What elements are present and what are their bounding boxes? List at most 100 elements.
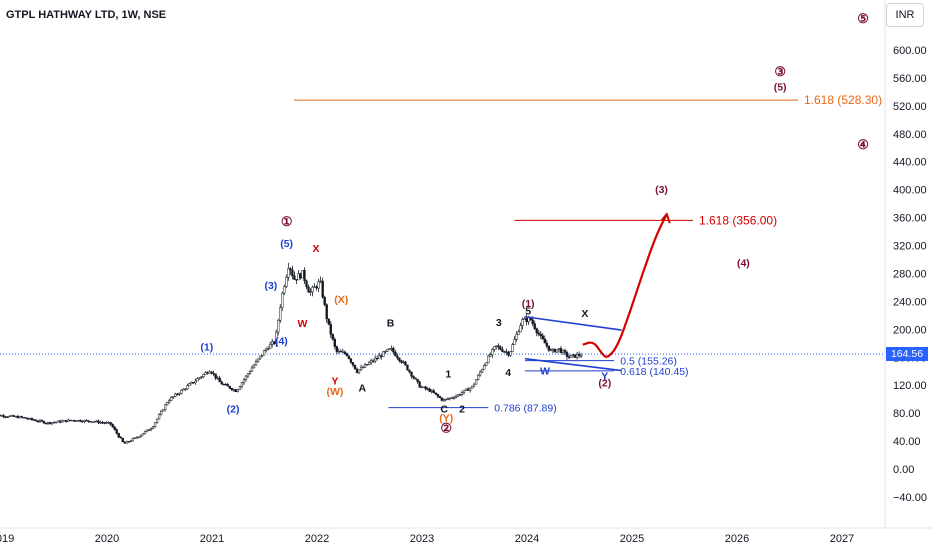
wave-label: ④	[857, 137, 869, 152]
fibonacci-levels: 1.618 (528.30) 1.618 (356.00) 0.5 (155.26)…	[294, 93, 882, 415]
candle-body	[571, 354, 575, 356]
time-tick-label: 2021	[200, 533, 224, 545]
candle-body	[349, 358, 353, 363]
candle-body	[434, 392, 437, 395]
candle-body	[188, 383, 191, 386]
candle-body	[208, 371, 211, 374]
price-tick-label: 480.00	[893, 129, 927, 141]
candle-body	[18, 416, 21, 419]
candle-body	[559, 348, 563, 353]
fib-level-label: 0.618 (140.45)	[620, 366, 688, 378]
candle-body	[69, 419, 72, 422]
candle-body	[137, 436, 141, 438]
candle-body	[162, 409, 165, 412]
price-axis[interactable]: 600.00 560.00 520.00 480.00 440.00 400.00 360.…	[893, 45, 927, 504]
candle-body	[153, 422, 157, 427]
candle-body	[515, 333, 518, 340]
candle-body	[172, 396, 175, 398]
candle-body	[503, 351, 506, 353]
candle-body	[105, 422, 108, 424]
candle-body	[131, 438, 135, 442]
candle-body	[365, 364, 369, 366]
candle-body	[343, 351, 347, 354]
candle-body	[242, 379, 246, 384]
wave-label: 3	[496, 317, 502, 329]
price-tick-label: 0.00	[893, 464, 914, 476]
candle-body	[127, 441, 130, 443]
candle-body	[113, 426, 116, 430]
candle-body	[436, 393, 439, 397]
candle-body	[325, 304, 328, 320]
candle-body	[335, 346, 338, 352]
symbol-title[interactable]: GTPL HATHWAY LTD, 1W, NSE	[6, 9, 167, 21]
candle-body	[331, 333, 334, 340]
candle-body	[143, 431, 147, 434]
candle-body	[200, 376, 203, 378]
candle-body	[376, 357, 379, 360]
candle-body	[438, 395, 441, 399]
candle-body	[341, 351, 345, 353]
candle-body	[575, 354, 579, 358]
projected-path	[582, 212, 671, 358]
candle-body	[275, 331, 278, 344]
candle-body	[517, 331, 520, 335]
wave-label: (1)	[200, 341, 213, 353]
wave-label: (Y)	[439, 413, 453, 425]
candle-body	[2, 415, 5, 417]
candle-body	[507, 351, 510, 356]
time-axis[interactable]: 2019 2020 2021 2022 2023 2024 2025 2026 2027	[0, 533, 854, 545]
candle-body	[359, 367, 363, 371]
candle-body	[176, 393, 179, 396]
candle-body	[464, 388, 468, 391]
candle-body	[357, 369, 361, 373]
price-tick-label: 520.00	[893, 101, 927, 113]
candle-body	[440, 397, 443, 401]
price-tick-label: 320.00	[893, 241, 927, 253]
candle-body	[0, 415, 3, 417]
candle-body	[313, 286, 316, 288]
candle-body	[103, 422, 106, 424]
candle-body	[347, 355, 351, 360]
candle-body	[315, 286, 318, 289]
candle-body	[180, 389, 183, 394]
candle-body	[83, 420, 86, 422]
fib-level-label: 0.5 (155.26)	[620, 356, 677, 368]
candle-body	[109, 422, 112, 425]
price-tick-label: 200.00	[893, 324, 927, 336]
wave-label: (X)	[334, 294, 348, 306]
candle-body	[141, 433, 145, 436]
candle-body	[545, 342, 548, 347]
time-tick-label: 2024	[515, 533, 539, 545]
time-tick-label: 2020	[95, 533, 119, 545]
candle-body	[226, 384, 229, 387]
candle-body	[416, 378, 419, 382]
wave-label: ③	[774, 64, 786, 79]
candle-body	[549, 349, 552, 352]
candle-body	[525, 318, 528, 323]
candle-body	[345, 353, 349, 357]
candle-body	[252, 364, 256, 369]
channel-lower-line	[524, 357, 622, 372]
candle-body	[543, 338, 546, 344]
candle-body	[164, 404, 167, 410]
candle-body	[521, 319, 524, 326]
currency-button[interactable]: INR	[886, 3, 924, 27]
price-tick-label: 280.00	[893, 268, 927, 280]
candle-body	[390, 348, 393, 350]
candle-body	[414, 377, 417, 380]
candle-body	[267, 348, 270, 350]
candle-body	[567, 356, 571, 358]
candle-body	[260, 354, 264, 357]
candle-body	[305, 280, 308, 288]
candle-body	[26, 418, 30, 420]
candle-body	[398, 357, 401, 361]
candle-body	[396, 355, 399, 359]
candle-body	[481, 369, 484, 373]
candle-body	[329, 323, 332, 335]
candle-body	[404, 361, 407, 366]
candle-body	[228, 385, 231, 389]
candle-body	[283, 286, 286, 294]
candle-body	[12, 415, 15, 417]
candle-body	[301, 270, 304, 279]
